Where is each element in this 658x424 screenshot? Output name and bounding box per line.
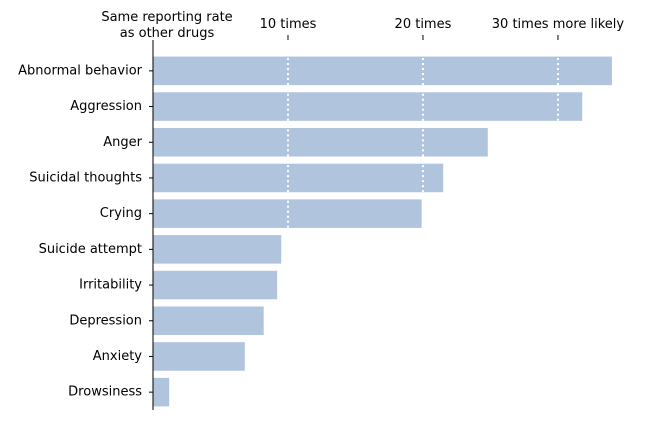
category-label: Irritability [79,278,142,293]
reference-lines-layer [286,53,559,232]
x-tick-label: 20 times [395,17,452,32]
bars-layer [153,56,612,407]
bar [153,342,245,371]
category-label: Aggression [70,99,142,114]
bar [153,127,488,157]
bar [153,270,278,300]
bar [153,92,583,121]
bar [153,56,612,86]
bar [153,199,422,228]
category-label: Depression [69,313,142,328]
category-label: Crying [100,206,142,221]
bar [153,377,170,407]
bar [153,235,282,264]
x-tick-label: 10 times [260,17,317,32]
x-tick-label: Same reporting rate as other drugs [101,10,232,41]
category-label: Anger [103,135,142,150]
category-label: Suicidal thoughts [29,170,142,185]
category-label: Drowsiness [68,385,142,400]
labels-layer: Abnormal behavior Aggression Anger Suicidal… [18,10,624,400]
bar [153,306,264,336]
axis-layer [149,35,559,410]
category-label: Suicide attempt [39,242,142,257]
category-label: Abnormal behavior [18,63,143,78]
category-label: Anxiety [93,349,143,364]
x-tick-label: 30 times more likely [492,17,625,32]
bar [153,163,444,193]
